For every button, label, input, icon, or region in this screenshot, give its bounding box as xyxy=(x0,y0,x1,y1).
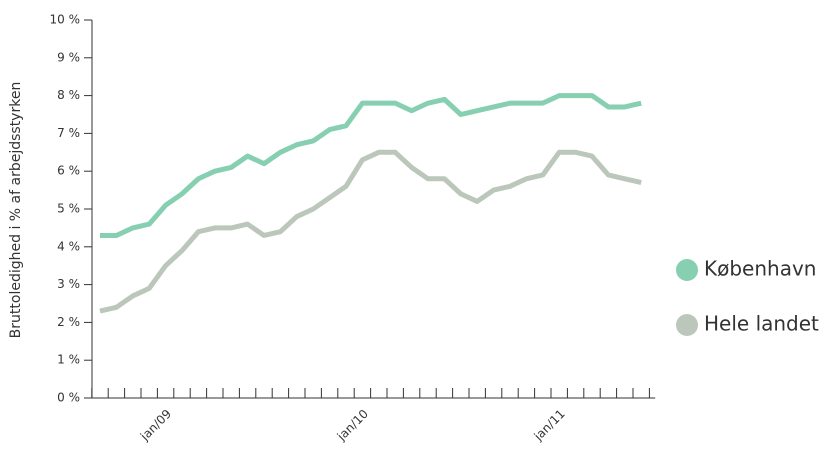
x-tick-label: jan/11 xyxy=(531,407,568,444)
x-tick-label: jan/09 xyxy=(137,407,174,444)
y-tick-label: 1 % xyxy=(57,353,80,367)
y-tick-label: 3 % xyxy=(57,277,80,291)
y-tick-label: 10 % xyxy=(50,13,81,27)
y-tick-label: 8 % xyxy=(57,88,80,102)
line-series xyxy=(100,93,642,238)
x-tick-label: jan/10 xyxy=(334,407,371,444)
y-axis-label: Bruttoledighed i % af arbejdsstyrken xyxy=(8,82,24,339)
y-tick-label: 5 % xyxy=(57,202,80,216)
y-tick-label: 2 % xyxy=(57,315,80,329)
legend-label: København xyxy=(704,257,816,281)
y-tick-label: 0 % xyxy=(57,391,80,405)
line-series xyxy=(99,149,642,314)
legend-label: Hele landet xyxy=(704,312,819,336)
y-tick-label: 9 % xyxy=(57,50,80,64)
y-tick-label: 6 % xyxy=(57,164,80,178)
y-tick-label: 7 % xyxy=(57,126,80,140)
legend-swatch xyxy=(676,259,698,281)
legend-swatch xyxy=(676,314,698,336)
y-tick-label: 4 % xyxy=(57,239,80,253)
